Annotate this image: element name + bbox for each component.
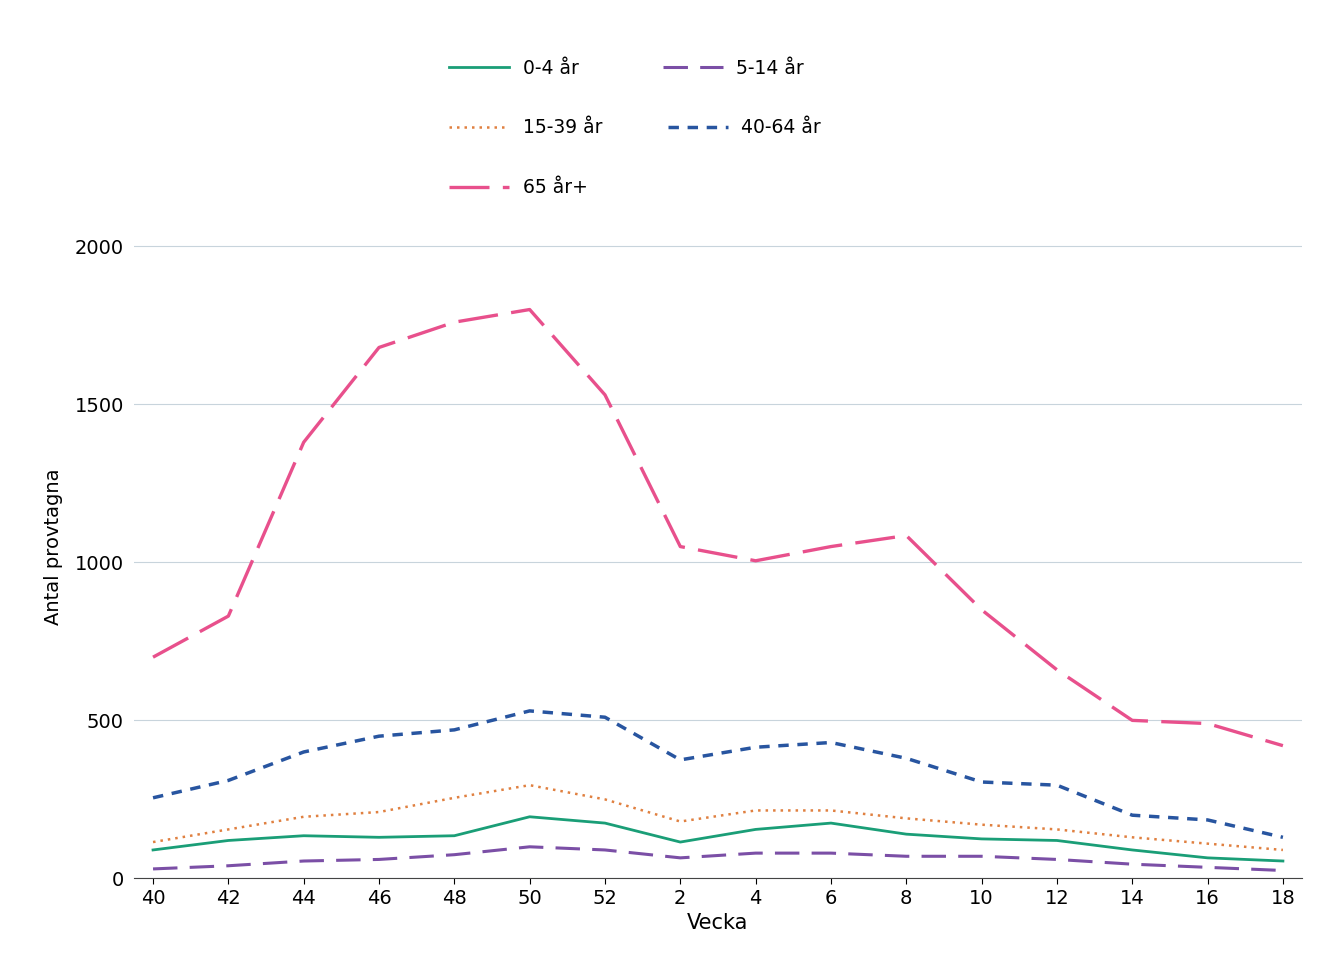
Legend: 65 år+: 65 år+: [450, 179, 588, 197]
Y-axis label: Antal provtagna: Antal provtagna: [44, 468, 63, 625]
X-axis label: Vecka: Vecka: [687, 914, 749, 933]
